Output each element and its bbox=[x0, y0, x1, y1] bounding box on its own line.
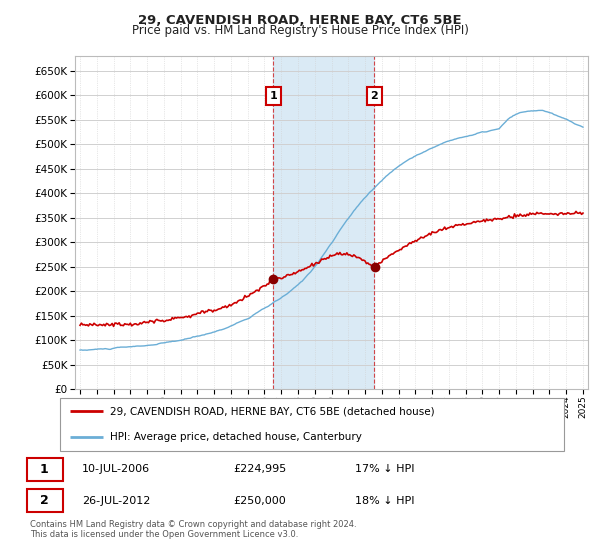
Text: 18% ↓ HPI: 18% ↓ HPI bbox=[355, 496, 415, 506]
Text: £224,995: £224,995 bbox=[234, 464, 287, 474]
Text: 2: 2 bbox=[371, 91, 378, 101]
Text: 1: 1 bbox=[40, 463, 49, 476]
FancyBboxPatch shape bbox=[27, 489, 62, 512]
Text: Contains HM Land Registry data © Crown copyright and database right 2024.
This d: Contains HM Land Registry data © Crown c… bbox=[30, 520, 356, 539]
Text: Price paid vs. HM Land Registry's House Price Index (HPI): Price paid vs. HM Land Registry's House … bbox=[131, 24, 469, 37]
Text: 10-JUL-2006: 10-JUL-2006 bbox=[82, 464, 150, 474]
Bar bbox=[274, 56, 374, 389]
FancyBboxPatch shape bbox=[60, 398, 564, 451]
Text: 2: 2 bbox=[40, 494, 49, 507]
FancyBboxPatch shape bbox=[27, 458, 62, 480]
Text: HPI: Average price, detached house, Canterbury: HPI: Average price, detached house, Cant… bbox=[110, 432, 362, 442]
Text: 17% ↓ HPI: 17% ↓ HPI bbox=[355, 464, 415, 474]
Text: £250,000: £250,000 bbox=[234, 496, 287, 506]
Text: 1: 1 bbox=[269, 91, 277, 101]
Text: 26-JUL-2012: 26-JUL-2012 bbox=[82, 496, 151, 506]
Text: 29, CAVENDISH ROAD, HERNE BAY, CT6 5BE (detached house): 29, CAVENDISH ROAD, HERNE BAY, CT6 5BE (… bbox=[110, 407, 435, 417]
Text: 29, CAVENDISH ROAD, HERNE BAY, CT6 5BE: 29, CAVENDISH ROAD, HERNE BAY, CT6 5BE bbox=[138, 14, 462, 27]
